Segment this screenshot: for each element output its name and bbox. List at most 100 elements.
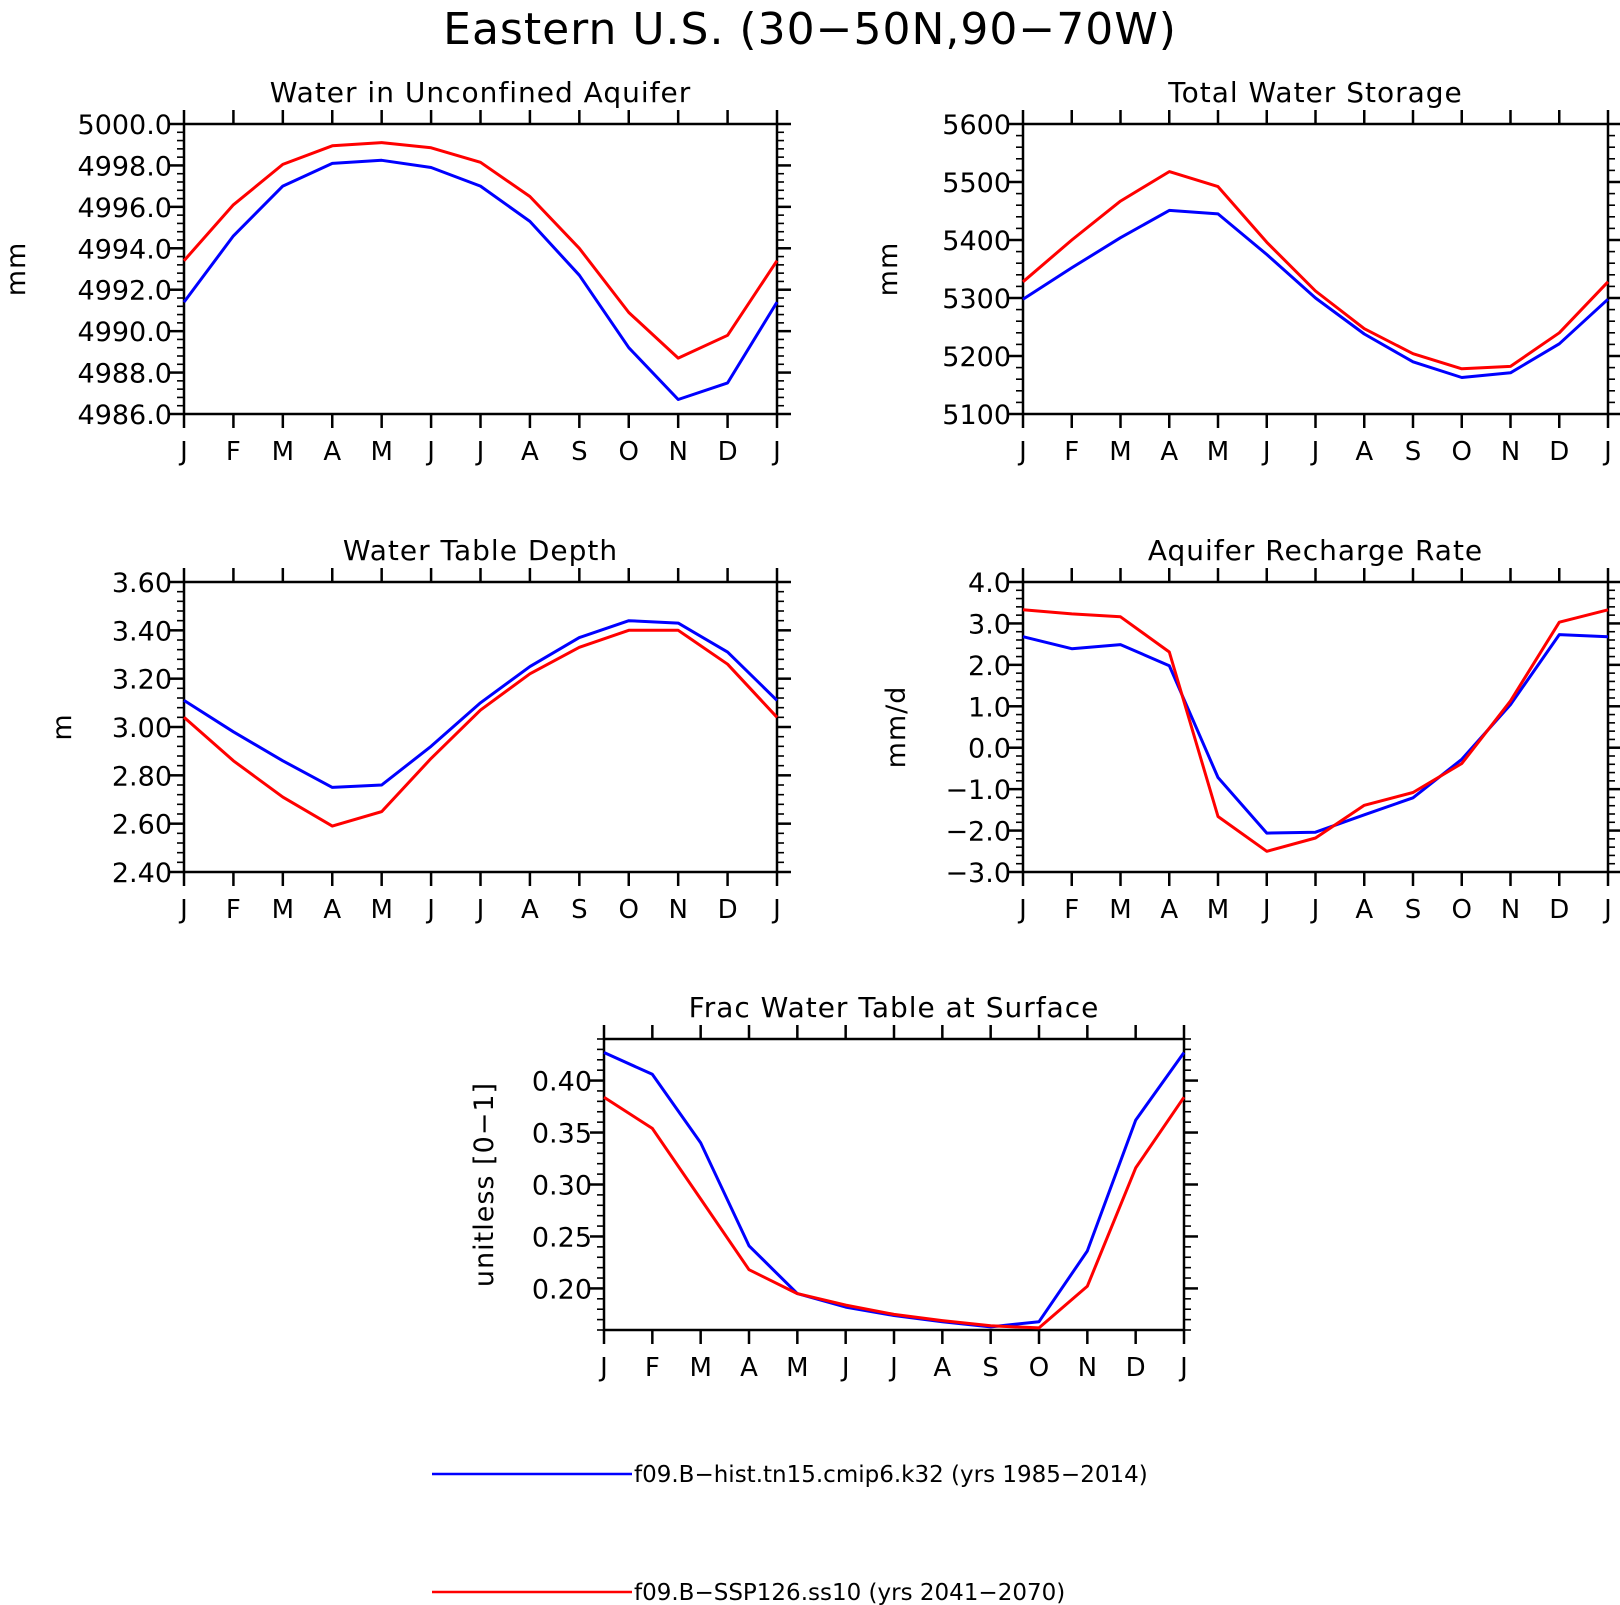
x-tick-label: J xyxy=(1017,895,1027,925)
x-tick-label: J xyxy=(178,437,188,467)
x-tick-label: S xyxy=(571,437,588,467)
figure-title: Eastern U.S. (30−50N,90−70W) xyxy=(443,4,1177,55)
series-line-ssp126 xyxy=(182,141,779,360)
x-tick-label: D xyxy=(1549,895,1569,925)
x-tick-label: A xyxy=(1160,437,1178,467)
y-tick-label: 1.0 xyxy=(968,692,1011,723)
series-line-ssp126 xyxy=(1022,170,1610,371)
series-line-hist xyxy=(182,158,779,401)
y-tick-label: 0.25 xyxy=(532,1222,592,1253)
x-tick-label: J xyxy=(1261,895,1271,925)
x-tick-label: M xyxy=(1109,895,1131,925)
y-tick-label: 4986.0 xyxy=(78,400,172,431)
x-tick-label: A xyxy=(1160,895,1178,925)
x-tick-label: J xyxy=(1261,437,1271,467)
x-tick-label: N xyxy=(668,437,687,467)
x-tick-label: N xyxy=(1501,895,1520,925)
x-tick-label: J xyxy=(1017,437,1027,467)
y-tick-label: 3.00 xyxy=(112,713,172,744)
x-tick-label: F xyxy=(226,895,241,925)
y-tick-label: 4.0 xyxy=(968,568,1011,599)
y-axis-label: mm xyxy=(873,242,904,297)
x-tick-label: M xyxy=(1207,895,1229,925)
y-tick-label: 5300 xyxy=(942,284,1011,315)
x-tick-label: S xyxy=(1405,895,1422,925)
y-tick-label: 5200 xyxy=(942,342,1011,373)
plot-frame xyxy=(182,122,779,416)
series-line-hist xyxy=(603,1051,1186,1329)
x-tick-label: A xyxy=(521,437,539,467)
y-tick-label: −1.0 xyxy=(945,775,1011,806)
x-tick-label: J xyxy=(425,895,435,925)
x-tick-label: N xyxy=(1501,437,1520,467)
y-tick-label: 4998.0 xyxy=(78,151,172,182)
panel-title: Water in Unconfined Aquifer xyxy=(270,76,691,109)
y-tick-label: 4988.0 xyxy=(78,359,172,390)
panel-title: Total Water Storage xyxy=(1167,76,1463,109)
panel-title: Frac Water Table at Surface xyxy=(689,991,1100,1024)
x-tick-label: F xyxy=(226,437,241,467)
x-tick-label: J xyxy=(888,1353,898,1383)
x-tick-label: O xyxy=(619,437,639,467)
x-tick-label: D xyxy=(718,437,738,467)
y-tick-label: 3.20 xyxy=(112,665,172,696)
x-tick-label: A xyxy=(1355,437,1373,467)
y-axis-label: mm xyxy=(1,242,32,297)
x-tick-label: D xyxy=(718,895,738,925)
y-tick-label: 0.30 xyxy=(532,1171,592,1202)
y-tick-label: 3.60 xyxy=(112,568,172,599)
x-tick-label: J xyxy=(475,437,485,467)
y-tick-label: −3.0 xyxy=(945,858,1011,889)
y-tick-label: 4996.0 xyxy=(78,193,172,224)
x-tick-label: S xyxy=(982,1353,999,1383)
x-tick-label: J xyxy=(1310,437,1320,467)
y-axis-label: m xyxy=(47,713,78,740)
x-tick-label: A xyxy=(740,1353,758,1383)
x-tick-label: J xyxy=(475,895,485,925)
x-tick-label: M xyxy=(272,437,294,467)
legend-label: f09.B−SSP126.ss10 (yrs 2041−2070) xyxy=(634,1580,1065,1605)
x-tick-label: F xyxy=(1064,895,1079,925)
series-line-ssp126 xyxy=(1022,608,1609,853)
y-tick-label: 2.80 xyxy=(112,761,172,792)
x-tick-label: A xyxy=(933,1353,951,1383)
x-tick-label: A xyxy=(323,437,341,467)
x-tick-label: A xyxy=(521,895,539,925)
x-tick-label: O xyxy=(1452,437,1472,467)
x-tick-label: J xyxy=(1602,437,1612,467)
x-tick-label: D xyxy=(1549,437,1569,467)
x-tick-label: J xyxy=(771,895,781,925)
y-tick-label: 5500 xyxy=(942,168,1011,199)
y-tick-label: 5400 xyxy=(942,226,1011,257)
y-tick-label: 5600 xyxy=(942,110,1011,141)
y-tick-label: 5000.0 xyxy=(78,110,172,141)
x-tick-label: M xyxy=(370,437,392,467)
x-tick-label: M xyxy=(272,895,294,925)
x-tick-label: O xyxy=(619,895,639,925)
x-tick-label: M xyxy=(689,1353,711,1383)
panel-title: Water Table Depth xyxy=(343,534,618,567)
x-tick-label: J xyxy=(598,1353,608,1383)
y-tick-label: 3.0 xyxy=(968,609,1011,640)
x-tick-label: M xyxy=(1109,437,1131,467)
x-tick-label: N xyxy=(1078,1353,1097,1383)
series-line-hist xyxy=(183,619,779,789)
y-tick-label: 4990.0 xyxy=(78,317,172,348)
x-tick-label: S xyxy=(571,895,588,925)
plot-frame xyxy=(1021,122,1610,416)
series-line-ssp126 xyxy=(603,1095,1186,1330)
y-tick-label: −2.0 xyxy=(945,817,1011,848)
x-tick-label: J xyxy=(1178,1353,1188,1383)
x-tick-label: O xyxy=(1029,1353,1049,1383)
x-tick-label: J xyxy=(1602,895,1612,925)
y-tick-label: 2.40 xyxy=(112,858,172,889)
y-tick-label: 5100 xyxy=(942,400,1011,431)
x-tick-label: D xyxy=(1126,1353,1146,1383)
panel-title: Aquifer Recharge Rate xyxy=(1148,534,1483,567)
